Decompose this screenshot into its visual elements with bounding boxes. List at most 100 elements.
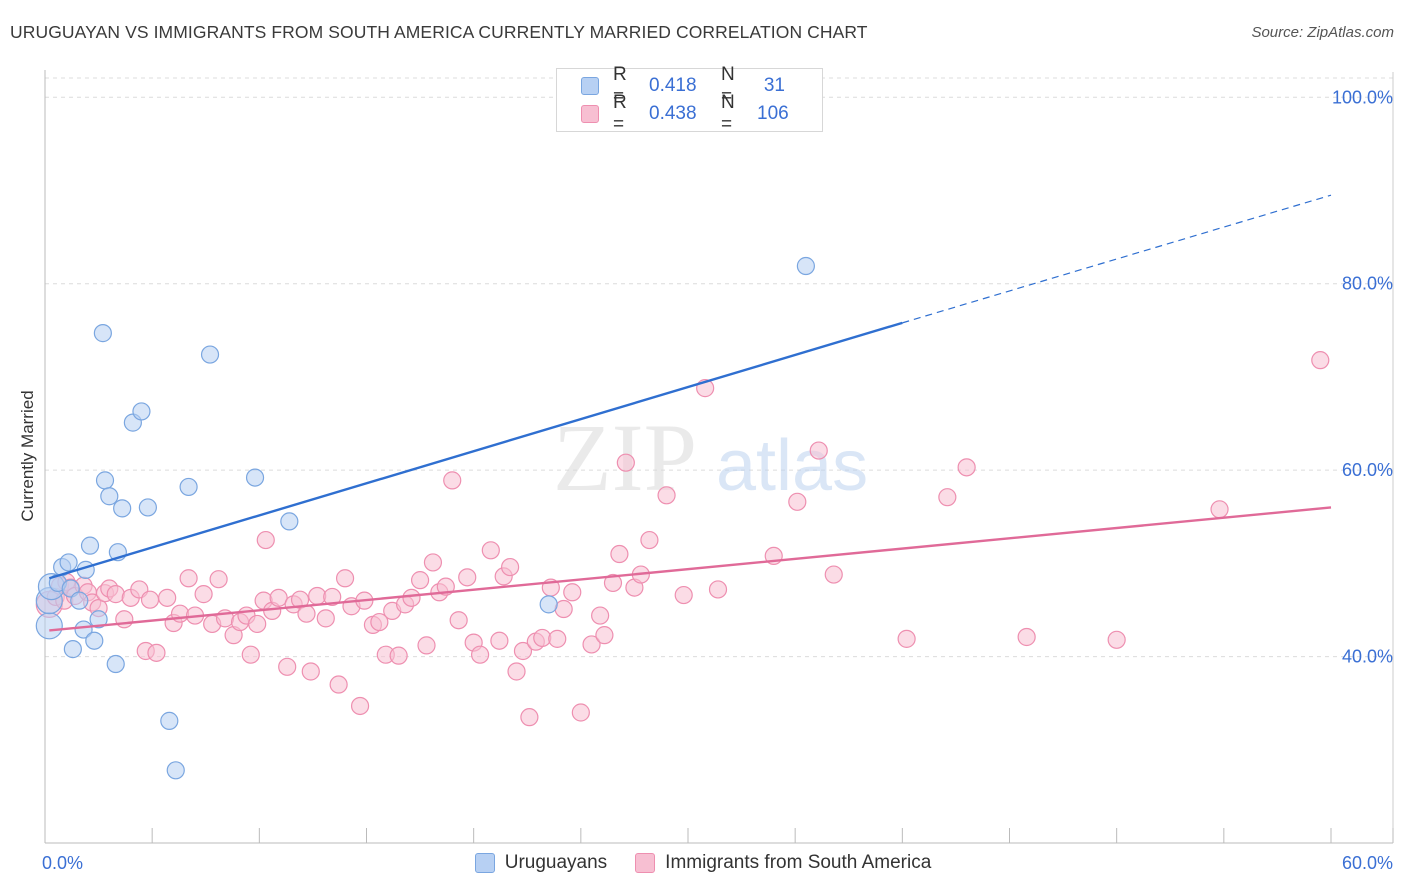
immigrant-point: [513, 641, 533, 661]
stats-row-uruguayans: R = 0.418 N = 31: [581, 64, 785, 107]
tick-label-layer: 40.0% 60.0% 80.0% 100.0% 0.0% 60.0%: [42, 87, 1393, 873]
n-label: N =: [721, 64, 735, 107]
uruguayan-point: [113, 499, 132, 518]
immigrant-point: [938, 488, 957, 507]
uruguayan-point: [35, 612, 63, 640]
y-tick-label: 40.0%: [1342, 647, 1393, 667]
immigrant-point: [256, 530, 275, 550]
immigrant-point: [402, 588, 421, 607]
immigrant-point: [423, 553, 443, 572]
immigrant-point: [708, 580, 728, 599]
immigrant-point: [603, 573, 623, 593]
axis-layer: [44, 70, 1394, 844]
immigrant-point: [957, 458, 976, 477]
trend-layer: [48, 194, 1332, 632]
uruguayan-point: [74, 620, 93, 639]
uruguayan-point: [70, 591, 89, 610]
immigrant-point: [297, 604, 316, 623]
blue-swatch: [474, 853, 495, 873]
immigrant-point: [115, 610, 134, 629]
series-legend: Uruguayans Immigrants from South America: [0, 852, 1406, 874]
immigrant-point: [241, 645, 260, 664]
blue-swatch: [581, 77, 599, 95]
uruguayan-point: [796, 256, 815, 276]
immigrant-point: [370, 612, 389, 632]
immigrant-point: [571, 703, 590, 722]
uruguayan-point: [95, 471, 115, 490]
immigrant-point: [179, 569, 198, 588]
uruguayan-point: [132, 402, 151, 421]
immigrant-point: [640, 530, 659, 550]
immigrant-point: [278, 657, 297, 676]
immigrant-point: [350, 696, 370, 716]
immigrant-point: [582, 635, 601, 654]
immigrant-point: [443, 471, 462, 490]
uruguayan-point: [100, 487, 119, 506]
immigrant-point: [417, 636, 436, 655]
uruguayan-point: [245, 468, 265, 487]
uruguayan-point: [85, 631, 104, 650]
uruguayan-point: [63, 640, 82, 659]
n-value: 31: [763, 75, 785, 96]
immigrant-point: [616, 453, 635, 472]
immigrant-point: [674, 585, 693, 605]
r-value: 0.418: [649, 75, 697, 96]
grid-layer: [45, 77, 1393, 658]
uruguayan-point: [166, 761, 185, 780]
uruguayan-trend-extension: [902, 194, 1332, 324]
stats-row-immigrants: R = 0.438 N = 106: [581, 92, 797, 135]
stats-legend: R = 0.418 N = 31 R = 0.438 N = 106: [556, 64, 823, 135]
immigrant-point: [481, 541, 500, 560]
legend-item-uruguayans[interactable]: Uruguayans: [474, 852, 608, 874]
immigrant-point: [548, 629, 567, 648]
immigrant-point: [140, 590, 160, 609]
immigrant-point: [507, 662, 526, 681]
pink-swatch: [581, 105, 599, 123]
immigrant-point: [323, 587, 342, 607]
immigrant-point: [147, 643, 166, 662]
r-label: R =: [613, 64, 627, 107]
immigrant-point: [194, 585, 213, 604]
immigrant-point: [158, 588, 177, 607]
immigrant-point: [449, 611, 468, 630]
r-label: R =: [613, 92, 627, 135]
uruguayan-point: [93, 324, 112, 343]
uruguayan-point: [280, 512, 299, 531]
uruguayan-point: [106, 654, 125, 674]
r-value: 0.438: [649, 103, 697, 124]
immigrant-point: [533, 628, 552, 648]
pink-swatch: [635, 853, 656, 873]
immigrant-point: [410, 571, 430, 590]
immigrant-point: [788, 492, 807, 511]
y-tick-label: 60.0%: [1342, 460, 1393, 480]
immigrant-point: [554, 599, 573, 619]
legend-item-immigrants[interactable]: Immigrants from South America: [635, 852, 931, 874]
uruguayan-point: [160, 711, 179, 730]
uruguayan-point: [179, 477, 198, 497]
x-tick-label: 60.0%: [1342, 853, 1393, 873]
points-layer: [35, 256, 1330, 780]
immigrant-point: [1311, 351, 1330, 370]
immigrant-point: [1210, 500, 1229, 519]
immigrant-trend-line: [49, 506, 1332, 632]
immigrant-point: [470, 645, 490, 664]
immigrant-point: [248, 614, 267, 634]
immigrant-point: [301, 662, 320, 681]
x-tick-label: 0.0%: [42, 853, 83, 873]
uruguayan-point: [89, 610, 108, 629]
legend-label: Uruguayans: [504, 852, 608, 873]
immigrant-point: [809, 441, 828, 460]
immigrant-point: [897, 629, 916, 648]
immigrant-point: [591, 606, 610, 625]
immigrant-point: [209, 570, 228, 589]
uruguayan-point: [539, 595, 558, 614]
immigrant-point: [824, 565, 843, 584]
uruguayan-trend-line: [48, 321, 903, 580]
uruguayan-point: [80, 536, 100, 555]
immigrant-point: [308, 586, 327, 606]
immigrant-point: [316, 609, 335, 628]
source-label: Source: ZipAtlas.com: [1251, 24, 1394, 41]
uruguayan-point: [138, 498, 157, 517]
immigrant-point: [1107, 630, 1126, 649]
y-tick-label: 80.0%: [1342, 274, 1393, 294]
